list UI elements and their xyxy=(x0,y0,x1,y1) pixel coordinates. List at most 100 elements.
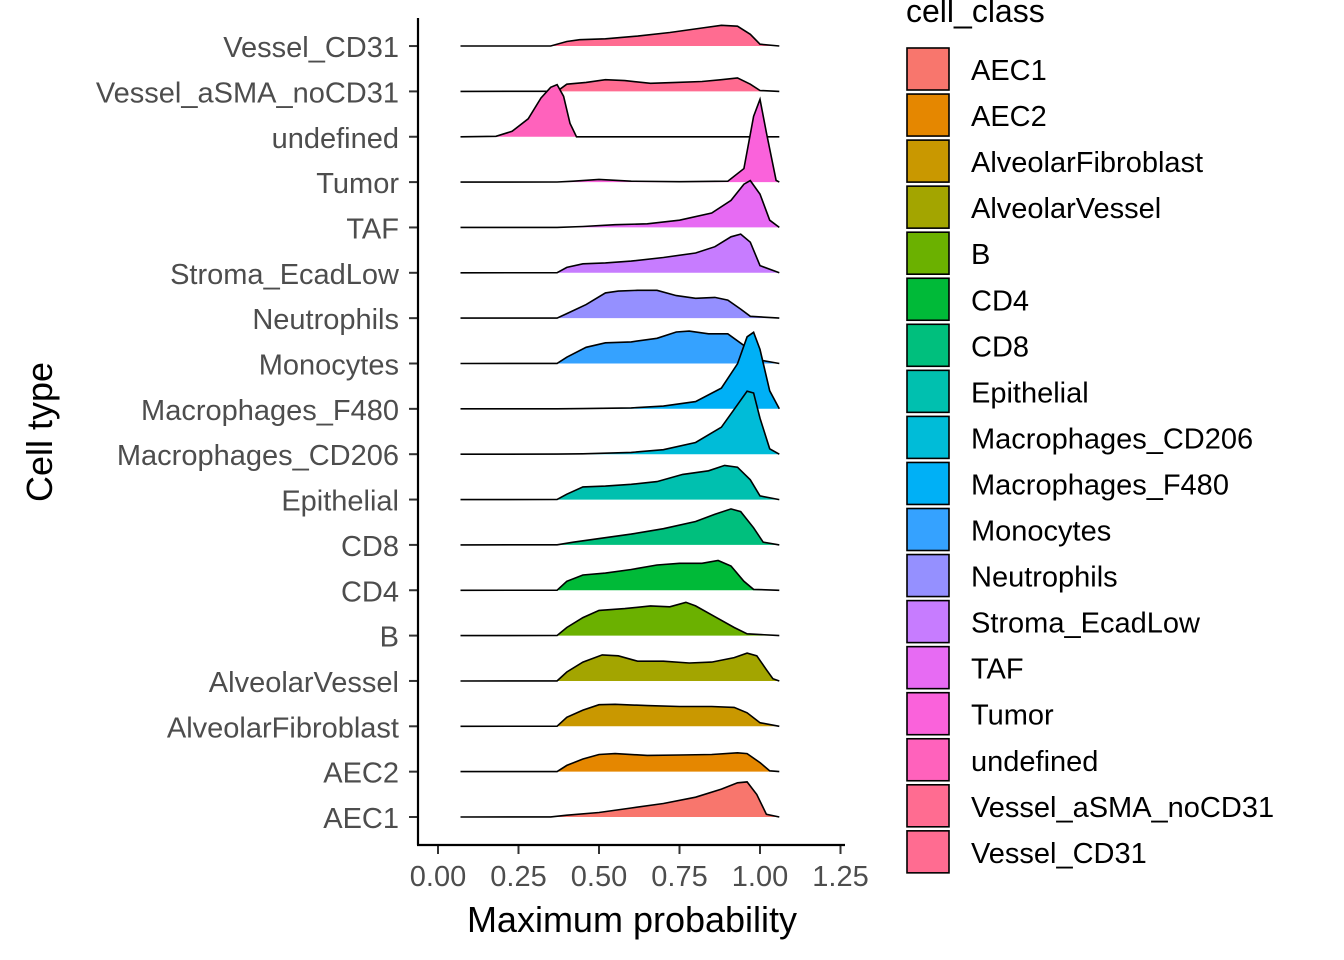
ridges-layer xyxy=(460,24,781,818)
legend-label: B xyxy=(971,239,990,271)
legend-key xyxy=(906,93,950,137)
legend-label: Macrophages_F480 xyxy=(971,469,1229,501)
legend: cell_class AEC1 AEC2 AlveolarFibroblast Alv… xyxy=(906,0,1274,874)
legend-key xyxy=(906,830,950,874)
legend-key xyxy=(906,645,950,690)
ridge-line-CD4 xyxy=(460,559,780,592)
ridge-area-Vessel_CD31 xyxy=(460,25,780,46)
legend-label: Vessel_aSMA_noCD31 xyxy=(971,792,1274,824)
legend-items: AEC1 AEC2 AlveolarFibroblast AlveolarVessel… xyxy=(906,47,1274,874)
y-axis-title: Cell type xyxy=(19,362,60,502)
legend-key xyxy=(906,691,950,736)
y-tick-label: CD4 xyxy=(341,576,399,608)
legend-label: CD8 xyxy=(971,331,1029,363)
legend-key xyxy=(906,415,950,460)
legend-label: Stroma_EcadLow xyxy=(971,608,1201,640)
ridge-line-Neutrophils xyxy=(460,289,780,319)
ridge-line-AEC1 xyxy=(460,781,780,818)
legend-key xyxy=(906,507,950,552)
ridge-line-Epithelial xyxy=(460,464,780,501)
legend-key xyxy=(906,599,950,644)
y-tick-label: B xyxy=(380,622,399,654)
legend-label: Vessel_CD31 xyxy=(971,838,1147,870)
legend-label: AlveolarVessel xyxy=(971,193,1161,225)
legend-key xyxy=(906,47,950,91)
ridge-line-B xyxy=(460,601,780,637)
ridge-line-undefined xyxy=(460,83,780,138)
x-tick-label: 0.25 xyxy=(490,861,546,893)
ridge-area-AlveolarVessel xyxy=(460,653,780,681)
y-tick-label: AlveolarFibroblast xyxy=(167,712,399,744)
legend-label: CD4 xyxy=(971,285,1029,317)
ridge-line-Tumor xyxy=(460,96,780,183)
y-tick-label: TAF xyxy=(346,213,399,245)
y-tick-label: AlveolarVessel xyxy=(209,667,399,699)
x-tick-label: 0.00 xyxy=(410,861,466,893)
ridge-area-CD4 xyxy=(460,560,780,591)
x-tick-label: 1.25 xyxy=(812,861,868,893)
ridge-area-undefined xyxy=(460,84,780,137)
y-tick-label: CD8 xyxy=(341,531,399,563)
ridge-line-CD8 xyxy=(460,508,780,546)
legend-title: cell_class xyxy=(906,0,1045,29)
legend-key xyxy=(906,185,950,229)
legend-label: TAF xyxy=(971,654,1024,686)
ridge-area-CD8 xyxy=(460,508,780,545)
legend-key xyxy=(906,323,950,368)
y-tick-label: AEC2 xyxy=(323,758,399,790)
ridge-line-AlveolarFibroblast xyxy=(460,703,780,728)
legend-key xyxy=(906,139,950,183)
legend-label: AEC2 xyxy=(971,101,1047,133)
ridge-line-Macrophages_F480 xyxy=(460,331,781,410)
x-tick-label: 0.75 xyxy=(651,861,707,893)
legend-key xyxy=(906,737,950,782)
ridge-line-Macrophages_CD206 xyxy=(460,390,780,455)
ridge-area-Vessel_aSMA_noCD31 xyxy=(460,77,780,92)
y-tick-label: Vessel_aSMA_noCD31 xyxy=(96,77,399,109)
ridge-area-Neutrophils xyxy=(460,290,780,319)
legend-key xyxy=(906,783,950,828)
ridge-line-Vessel_aSMA_noCD31 xyxy=(460,77,780,93)
legend-label: Epithelial xyxy=(971,377,1089,409)
ridge-area-Monocytes xyxy=(460,331,780,364)
ridge-area-AEC1 xyxy=(460,781,780,817)
legend-label: AlveolarFibroblast xyxy=(971,147,1203,179)
legend-key xyxy=(906,369,950,414)
y-tick-label: Monocytes xyxy=(259,350,399,382)
ridge-line-Vessel_CD31 xyxy=(460,24,780,47)
legend-label: Monocytes xyxy=(971,516,1111,548)
legend-label: AEC1 xyxy=(971,55,1047,87)
y-tick-label: Macrophages_CD206 xyxy=(117,440,399,472)
y-tick-label: Epithelial xyxy=(281,486,399,518)
ridge-area-AlveolarFibroblast xyxy=(460,704,780,727)
legend-key xyxy=(906,553,950,598)
x-tick-label: 1.00 xyxy=(732,861,788,893)
y-tick-label: Macrophages_F480 xyxy=(141,395,399,427)
legend-key xyxy=(906,231,950,275)
x-tick-label: 0.50 xyxy=(571,861,627,893)
ridge-area-Epithelial xyxy=(460,465,780,500)
y-tick-label: undefined xyxy=(272,123,399,155)
legend-key xyxy=(906,277,950,322)
legend-label: Macrophages_CD206 xyxy=(971,423,1253,455)
legend-label: Tumor xyxy=(971,700,1054,732)
y-tick-label: Stroma_EcadLow xyxy=(170,259,400,291)
y-tick-label: Vessel_CD31 xyxy=(223,32,399,64)
legend-label: undefined xyxy=(971,746,1098,778)
ridge-line-AEC2 xyxy=(460,751,780,773)
ridge-line-TAF xyxy=(460,179,780,229)
ridge-area-AEC2 xyxy=(460,752,780,772)
y-tick-label: AEC1 xyxy=(323,803,399,835)
legend-key xyxy=(906,461,950,506)
y-tick-label: Neutrophils xyxy=(252,304,399,336)
x-axis-ticks: 0.00 0.25 0.50 0.75 1.00 1.25 xyxy=(410,845,869,893)
ridge-area-Macrophages_CD206 xyxy=(460,391,780,455)
ridge-area-Stroma_EcadLow xyxy=(460,234,780,273)
ridge-area-Tumor xyxy=(460,99,780,183)
ridge-area-TAF xyxy=(460,180,780,228)
y-axis-ticks: AEC1 AEC2 AlveolarFibroblast AlveolarVessel… xyxy=(96,32,418,835)
ridge-line-Stroma_EcadLow xyxy=(460,233,780,274)
y-tick-label: Tumor xyxy=(316,168,399,200)
ridge-line-AlveolarVessel xyxy=(460,652,780,682)
